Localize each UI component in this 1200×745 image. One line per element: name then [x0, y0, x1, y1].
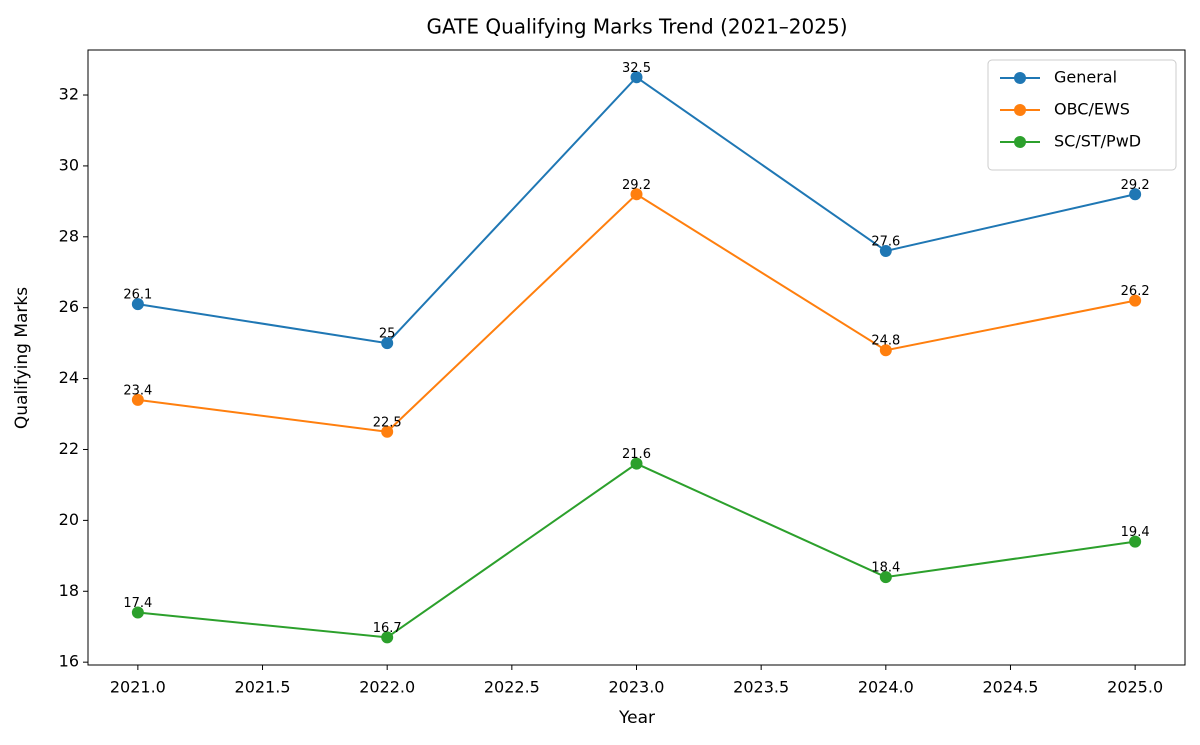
point	[879, 344, 892, 357]
legend-marker	[1014, 72, 1026, 84]
data-label: 17.4	[123, 596, 152, 611]
x-tick-label: 2024.0	[858, 678, 914, 697]
data-label: 29.2	[1121, 178, 1150, 193]
point	[131, 298, 144, 311]
point	[381, 631, 394, 644]
x-tick-label: 2023.0	[609, 678, 665, 697]
legend-marker	[1014, 104, 1026, 116]
y-tick-label: 24	[59, 368, 79, 387]
point	[1129, 535, 1142, 548]
y-tick-label: 18	[59, 581, 79, 600]
point	[630, 71, 643, 84]
data-label: 29.2	[622, 178, 651, 193]
data-label: 32.5	[622, 61, 651, 76]
chart-title: GATE Qualifying Marks Trend (2021–2025)	[426, 15, 847, 39]
y-axis-label: Qualifying Marks	[12, 287, 32, 429]
x-tick-label: 2021.0	[110, 678, 166, 697]
x-tick-label: 2021.5	[235, 678, 291, 697]
y-tick-label: 20	[59, 510, 79, 529]
data-label: 19.4	[1121, 525, 1150, 540]
y-tick-label: 16	[59, 652, 79, 671]
y-tick-label: 22	[59, 439, 79, 458]
data-label: 26.2	[1121, 284, 1150, 299]
data-label: 16.7	[373, 621, 402, 636]
x-tick-label: 2025.0	[1107, 678, 1163, 697]
point	[381, 337, 394, 350]
data-label: 24.8	[871, 334, 900, 349]
legend-marker	[1014, 136, 1026, 148]
legend-label: General	[1054, 68, 1117, 87]
legend-label: OBC/EWS	[1054, 100, 1130, 119]
point	[879, 244, 892, 257]
x-tick-label: 2022.0	[359, 678, 415, 697]
y-tick-label: 26	[59, 297, 79, 316]
x-tick-label: 2022.5	[484, 678, 540, 697]
point	[879, 571, 892, 584]
point	[630, 188, 643, 201]
data-label: 23.4	[123, 383, 152, 398]
data-label: 21.6	[622, 447, 651, 462]
y-tick-label: 30	[59, 155, 79, 174]
point	[131, 606, 144, 619]
data-label: 27.6	[871, 234, 900, 249]
data-label: 22.5	[373, 415, 402, 430]
x-tick-label: 2024.5	[982, 678, 1038, 697]
series-line	[137, 75, 1136, 345]
point	[1129, 294, 1142, 307]
series-line	[137, 462, 1136, 639]
series-line	[137, 193, 1136, 433]
legend-label: SC/ST/PwD	[1054, 132, 1141, 151]
point	[381, 425, 394, 438]
point	[131, 393, 144, 406]
x-axis-label: Year	[618, 708, 655, 728]
y-tick-label: 32	[59, 85, 79, 104]
data-label: 18.4	[871, 561, 900, 576]
x-tick-label: 2023.5	[733, 678, 789, 697]
data-label: 26.1	[123, 288, 152, 303]
data-label: 25	[379, 327, 396, 342]
point	[1129, 188, 1142, 201]
y-tick-label: 28	[59, 226, 79, 245]
point	[630, 457, 643, 470]
